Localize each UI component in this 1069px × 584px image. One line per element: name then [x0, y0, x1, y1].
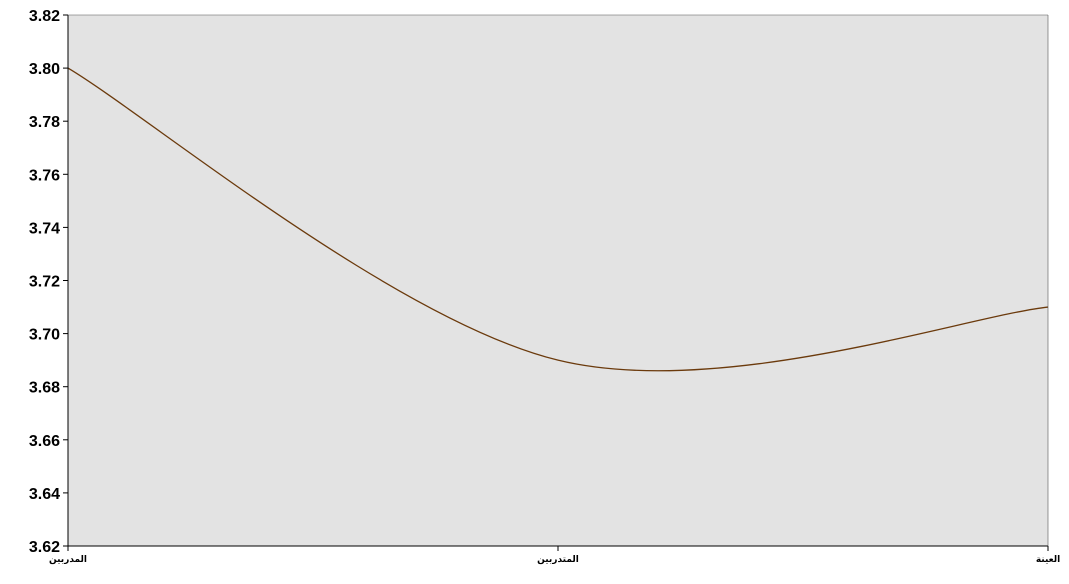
x-tick-label: المتدربين — [537, 555, 579, 565]
x-tick-label: المدربين — [49, 555, 87, 565]
y-tick-label: 3.64 — [29, 486, 60, 503]
y-axis: 3.62 3.64 3.66 3.68 3.70 3.72 3.74 3.76 3.78 3.80… — [29, 8, 68, 556]
y-tick-label: 3.70 — [29, 327, 60, 344]
y-tick-label: 3.72 — [29, 274, 60, 291]
y-tick-label: 3.78 — [29, 114, 60, 131]
y-tick-label: 3.80 — [29, 61, 60, 78]
y-tick-label: 3.76 — [29, 167, 60, 184]
plot-frame — [67, 14, 1049, 547]
x-tick-label: العينة — [1036, 555, 1060, 565]
series-line — [67, 67, 1049, 372]
plot-area — [68, 15, 1048, 546]
y-tick-label: 3.74 — [29, 220, 60, 237]
y-tick-label: 3.66 — [29, 433, 60, 450]
y-tick-label: 3.62 — [29, 539, 60, 556]
y-tick-label: 3.68 — [29, 380, 60, 397]
x-axis: المدربين المتدربين العينة — [49, 546, 1060, 565]
series-layer — [67, 67, 1049, 372]
y-tick-label: 3.82 — [29, 8, 60, 25]
